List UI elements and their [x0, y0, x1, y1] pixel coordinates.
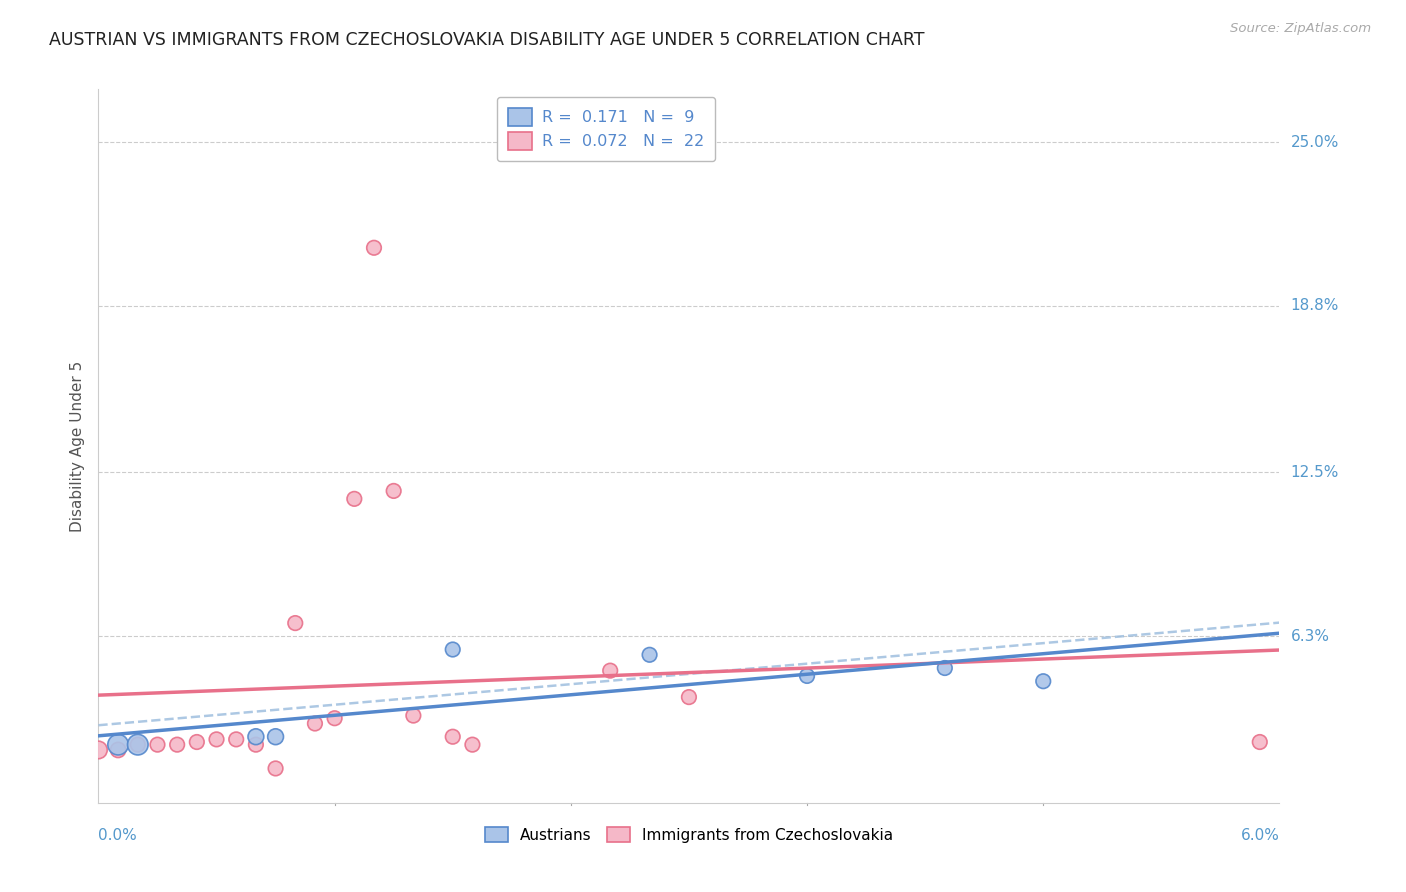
Point [284, 616, 307, 631]
Text: 6.0%: 6.0% [1240, 828, 1279, 843]
Text: 25.0%: 25.0% [1291, 135, 1339, 150]
Text: 6.3%: 6.3% [1291, 629, 1330, 644]
Point [264, 761, 287, 775]
Point [638, 648, 661, 662]
Point [441, 642, 464, 657]
Point [107, 738, 129, 752]
Point [87, 743, 110, 757]
Point [245, 730, 267, 744]
Legend: Austrians, Immigrants from Czechoslovakia: Austrians, Immigrants from Czechoslovaki… [478, 821, 900, 848]
Text: 12.5%: 12.5% [1291, 465, 1339, 480]
Point [107, 743, 129, 757]
Point [599, 664, 621, 678]
Point [323, 711, 346, 725]
Text: Source: ZipAtlas.com: Source: ZipAtlas.com [1230, 22, 1371, 36]
Point [205, 732, 228, 747]
Point [245, 738, 267, 752]
Text: 0.0%: 0.0% [98, 828, 138, 843]
Point [343, 491, 366, 506]
Point [146, 738, 169, 752]
Text: 18.8%: 18.8% [1291, 299, 1339, 313]
Point [382, 483, 405, 498]
Point [461, 738, 484, 752]
Point [1032, 674, 1054, 689]
Text: AUSTRIAN VS IMMIGRANTS FROM CZECHOSLOVAKIA DISABILITY AGE UNDER 5 CORRELATION CH: AUSTRIAN VS IMMIGRANTS FROM CZECHOSLOVAK… [49, 31, 925, 49]
Point [225, 732, 247, 747]
Point [264, 730, 287, 744]
Point [304, 716, 326, 731]
Point [678, 690, 700, 704]
Point [363, 241, 385, 255]
Point [186, 735, 208, 749]
Point [127, 738, 149, 752]
Point [166, 738, 188, 752]
Point [127, 738, 149, 752]
Point [796, 669, 818, 683]
Point [1249, 735, 1271, 749]
Point [934, 661, 956, 675]
Point [441, 730, 464, 744]
Y-axis label: Disability Age Under 5: Disability Age Under 5 [69, 360, 84, 532]
Point [402, 708, 425, 723]
